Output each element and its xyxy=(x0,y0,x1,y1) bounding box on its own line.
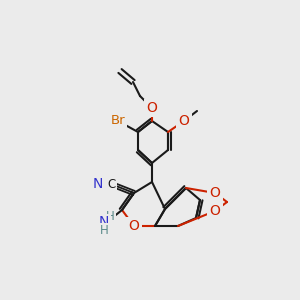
Text: O: O xyxy=(178,114,189,128)
Text: C: C xyxy=(107,178,115,190)
Text: H: H xyxy=(106,209,114,223)
Text: H: H xyxy=(100,224,108,238)
Text: Br: Br xyxy=(111,115,125,128)
Text: N: N xyxy=(99,215,109,229)
Text: O: O xyxy=(210,186,220,200)
Text: O: O xyxy=(129,219,140,233)
Text: O: O xyxy=(147,101,158,115)
Text: N: N xyxy=(93,177,103,191)
Text: O: O xyxy=(210,204,220,218)
